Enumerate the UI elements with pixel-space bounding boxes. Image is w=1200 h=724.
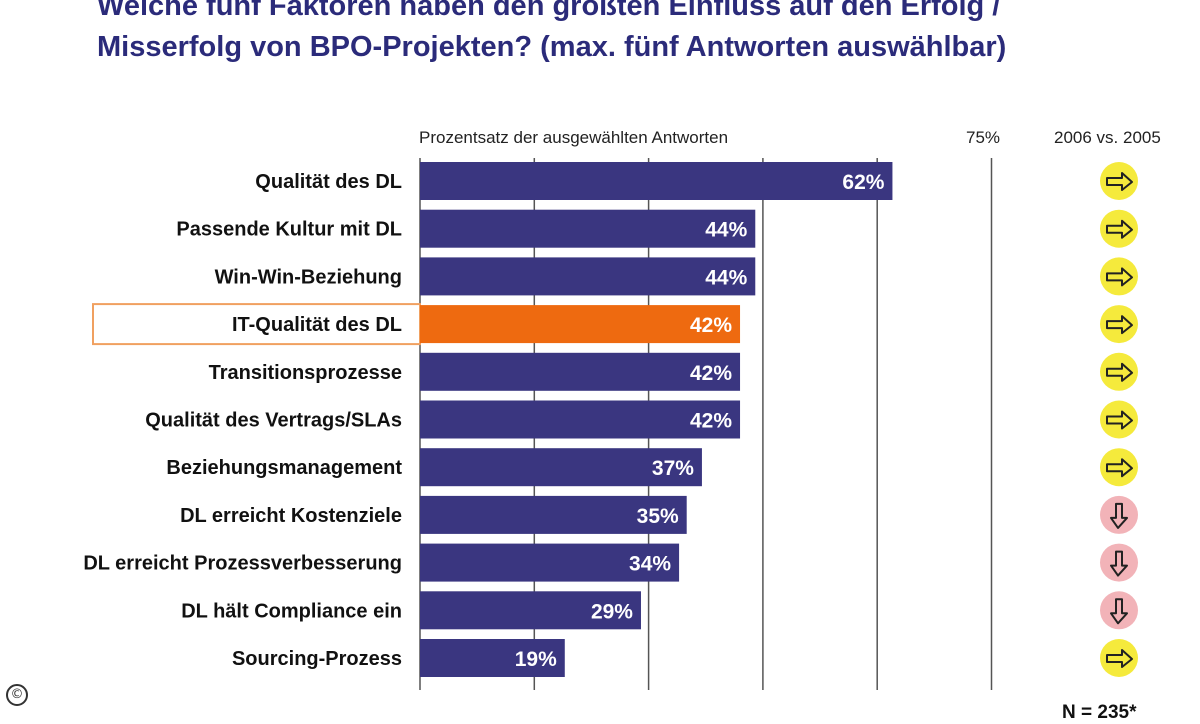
bar [420,639,565,677]
category-label: DL erreicht Kostenziele [180,505,402,527]
trend-sideways-icon [1100,352,1138,391]
trend-sideways-icon [1100,400,1138,439]
x-axis-tick-label: 75% [966,128,1000,147]
bar [420,400,741,439]
trend-sideways-icon [1100,209,1138,248]
trend-column-header: 2006 vs. 2005 [1054,128,1161,147]
bar [420,448,702,487]
bars: Qualität des DL 62% Passende Kultur mit DL… [83,162,893,677]
category-label: DL hält Compliance ein [181,600,402,622]
trend-sideways-icon [1100,305,1138,344]
chart-title: Welche fünf Faktoren haben den größten E… [97,0,1177,68]
bar [420,352,741,391]
value-label: 29% [591,600,633,623]
bar [420,162,893,200]
trend-icons [1100,162,1138,677]
chart-title-line-2: Misserfolg von BPO-Projekten? (max. fünf… [97,31,1007,63]
value-label: 35% [637,505,679,528]
value-label: 42% [690,314,732,337]
sample-size-footnote: N = 235* [1062,702,1137,723]
value-label: 42% [690,362,732,385]
trend-down-icon [1100,591,1138,630]
value-label: 37% [652,457,694,480]
bar [420,543,680,582]
trend-down-icon [1100,543,1138,582]
value-label: 62% [842,171,884,194]
category-label: Sourcing-Prozess [232,648,402,670]
trend-sideways-icon [1100,162,1138,200]
x-axis-label: Prozentsatz der ausgewählten Antworten [419,128,728,147]
bar [420,257,756,296]
trend-down-icon [1100,495,1138,534]
bar [420,591,641,630]
value-label: 44% [705,266,747,289]
trend-sideways-icon [1100,448,1138,487]
category-label: IT-Qualität des DL [232,314,402,336]
category-label: Qualität des DL [255,171,402,193]
category-label: Beziehungsmanagement [166,457,402,479]
bar [420,305,741,344]
category-label: DL erreicht Prozessverbesserung [83,553,402,575]
category-label: Transitionsprozesse [209,362,402,384]
value-label: 44% [705,219,747,242]
chart-title-line-1: Welche fünf Faktoren haben den größten E… [97,0,1001,22]
category-label: Passende Kultur mit DL [176,219,402,241]
bar [420,495,687,534]
category-label: Qualität des Vertrags/SLAs [145,410,402,432]
value-label: 34% [629,553,671,576]
bar [420,209,756,248]
copyright-icon: © [6,684,28,706]
value-label: 19% [515,648,557,671]
trend-sideways-icon [1100,639,1138,677]
category-label: Win-Win-Beziehung [215,266,402,288]
trend-sideways-icon [1100,257,1138,296]
value-label: 42% [690,410,732,433]
